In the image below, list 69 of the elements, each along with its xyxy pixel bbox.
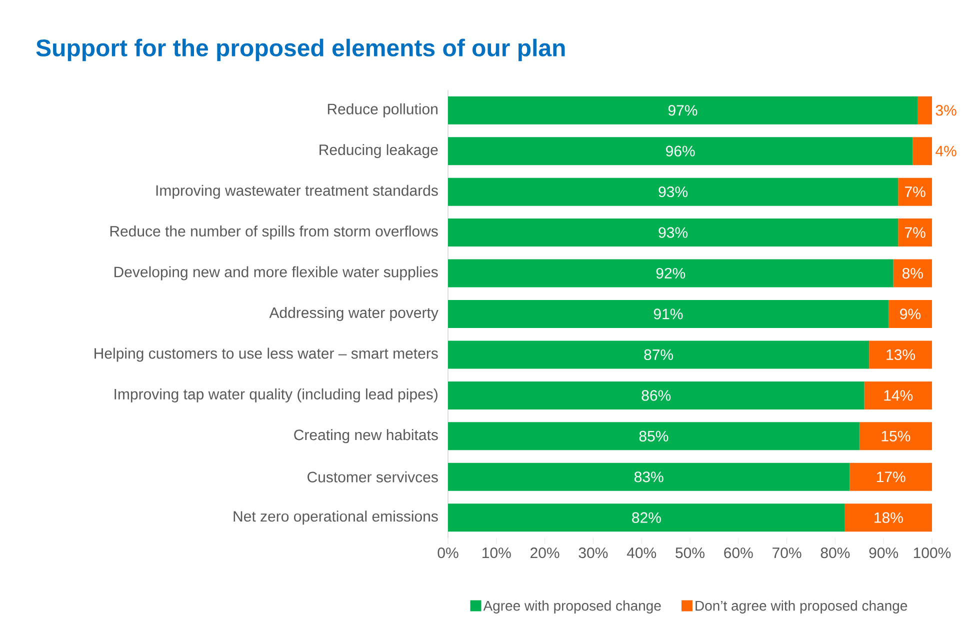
bar [859, 422, 932, 450]
data-label: 92% [656, 268, 686, 279]
bar [864, 381, 932, 410]
data-label: 93% [658, 227, 688, 238]
bar [917, 96, 932, 124]
y-tick-label: Improving tap water quality (including lead pipes) [114, 388, 438, 402]
bar [448, 259, 894, 288]
data-label: 91% [654, 308, 683, 320]
x-tick-label: 70% [772, 548, 802, 558]
data-label: 83% [634, 472, 664, 482]
bar [912, 137, 932, 166]
data-label: 86% [642, 390, 671, 401]
x-tick-label: 60% [724, 548, 753, 558]
x-tick-label: 10% [482, 548, 511, 558]
y-tick-label: Reduce the number of spills from storm overflows [110, 226, 438, 240]
y-tick-label: Reducing leakage [320, 144, 438, 158]
data-label: 7% [904, 186, 926, 198]
x-tick-label: 0% [438, 548, 458, 558]
bar [448, 96, 918, 124]
data-label: 7% [904, 227, 926, 238]
y-tick-label: Improving wastewater treatment standards [156, 184, 438, 199]
legend-label: Agree with proposed change [483, 600, 661, 614]
bar [898, 178, 932, 206]
data-label: 82% [632, 512, 661, 523]
bar [448, 340, 870, 369]
bar [448, 218, 898, 247]
legend-label: Don’t agree with proposed change [696, 600, 908, 614]
bar [448, 137, 913, 166]
y-tick-label: Reduce pollution [328, 103, 438, 118]
data-label: 4% [936, 146, 956, 156]
bar [869, 340, 932, 369]
bar [844, 504, 932, 532]
data-label: 8% [902, 268, 923, 279]
data-label: 3% [936, 105, 956, 116]
bar [448, 178, 898, 206]
x-tick-label: 30% [578, 548, 608, 558]
bar [893, 259, 932, 288]
x-tick-label: 100% [914, 548, 951, 558]
x-tick-label: 40% [626, 548, 656, 558]
y-tick-label: Creating new habitats [294, 429, 438, 444]
data-label: 14% [884, 390, 913, 401]
bar [448, 504, 845, 532]
bar [898, 218, 932, 247]
data-label: 97% [668, 105, 698, 116]
data-label: 9% [900, 308, 921, 320]
x-tick-label: 50% [676, 548, 704, 558]
data-label: 13% [886, 349, 916, 360]
x-tick-label: 20% [530, 548, 560, 558]
data-label: 18% [874, 512, 903, 523]
data-label: 87% [644, 349, 674, 360]
bar [448, 462, 850, 491]
data-label: 85% [639, 430, 668, 442]
data-label: 15% [882, 430, 910, 442]
y-tick-label: Addressing water poverty [269, 307, 438, 321]
y-tick-label: Net zero operational emissions [234, 510, 438, 525]
data-label: 17% [876, 472, 906, 482]
chart-title: Support for the proposed elements of our plan [36, 38, 565, 62]
x-tick-label: 80% [820, 548, 850, 558]
bar [888, 300, 932, 328]
bar [448, 300, 888, 328]
y-tick-label: Customer servivces [308, 471, 438, 482]
x-tick-label: 90% [869, 548, 898, 558]
y-tick-label: Developing new and more flexible water supplies [114, 266, 438, 280]
data-label: 96% [666, 146, 695, 156]
y-tick-label: Helping customers to use less water – smart meters [94, 348, 438, 362]
bar [850, 462, 932, 491]
bar [448, 381, 864, 410]
bar [448, 422, 860, 450]
data-label: 93% [658, 186, 688, 198]
